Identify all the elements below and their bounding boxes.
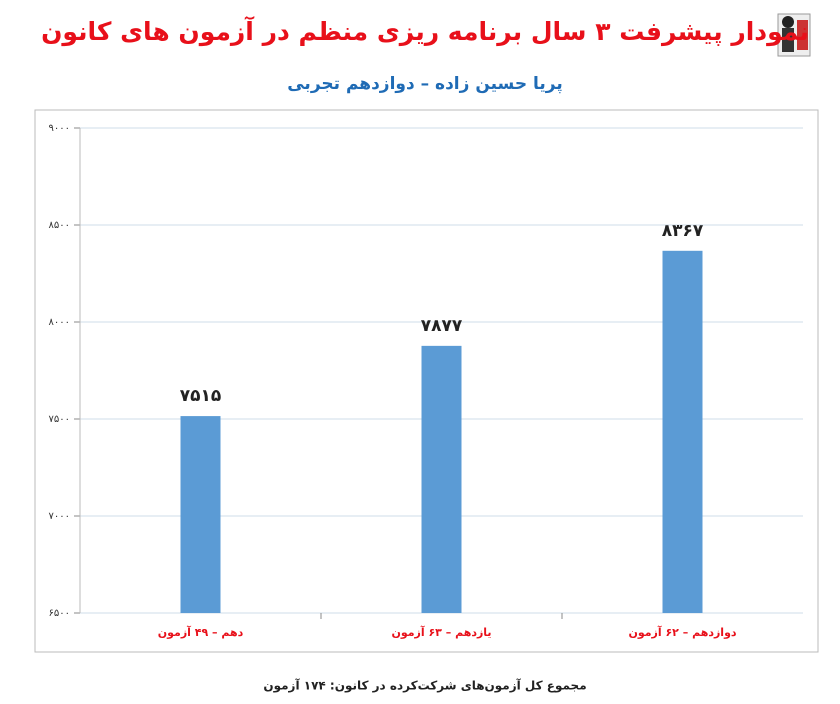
y-tick-label: ۸۰۰۰ xyxy=(49,317,70,328)
data-label: ۷۵۱۵ xyxy=(180,386,222,406)
y-tick-label: ۹۰۰۰ xyxy=(49,123,70,134)
y-tick-label: ۷۰۰۰ xyxy=(49,511,70,522)
chart-subtitle: پریا حسین زاده – دوازدهم تجربی xyxy=(287,74,563,94)
bar xyxy=(180,416,221,613)
x-tick-label: یازدهم – ۶۳ آزمون xyxy=(391,625,491,639)
x-tick-label: دهم – ۴۹ آزمون xyxy=(158,625,244,639)
y-tick-label: ۷۵۰۰ xyxy=(49,414,70,425)
footnote: مجموع کل آزمون‌های شرکت‌کرده در کانون: ۱… xyxy=(263,678,586,694)
logo xyxy=(777,13,811,57)
data-label: ۸۳۶۷ xyxy=(662,221,704,241)
x-tick-label: دوازدهم – ۶۲ آزمون xyxy=(628,625,736,639)
y-tick-label: ۸۵۰۰ xyxy=(49,220,70,231)
chart-frame xyxy=(34,109,819,653)
y-tick-label: ۶۵۰۰ xyxy=(49,608,70,619)
data-label: ۷۸۷۷ xyxy=(421,316,463,336)
chart-title: نمودار پیشرفت ۳ سال برنامه ریزی منظم در … xyxy=(41,16,809,47)
bar xyxy=(421,345,462,613)
bar xyxy=(662,250,703,613)
